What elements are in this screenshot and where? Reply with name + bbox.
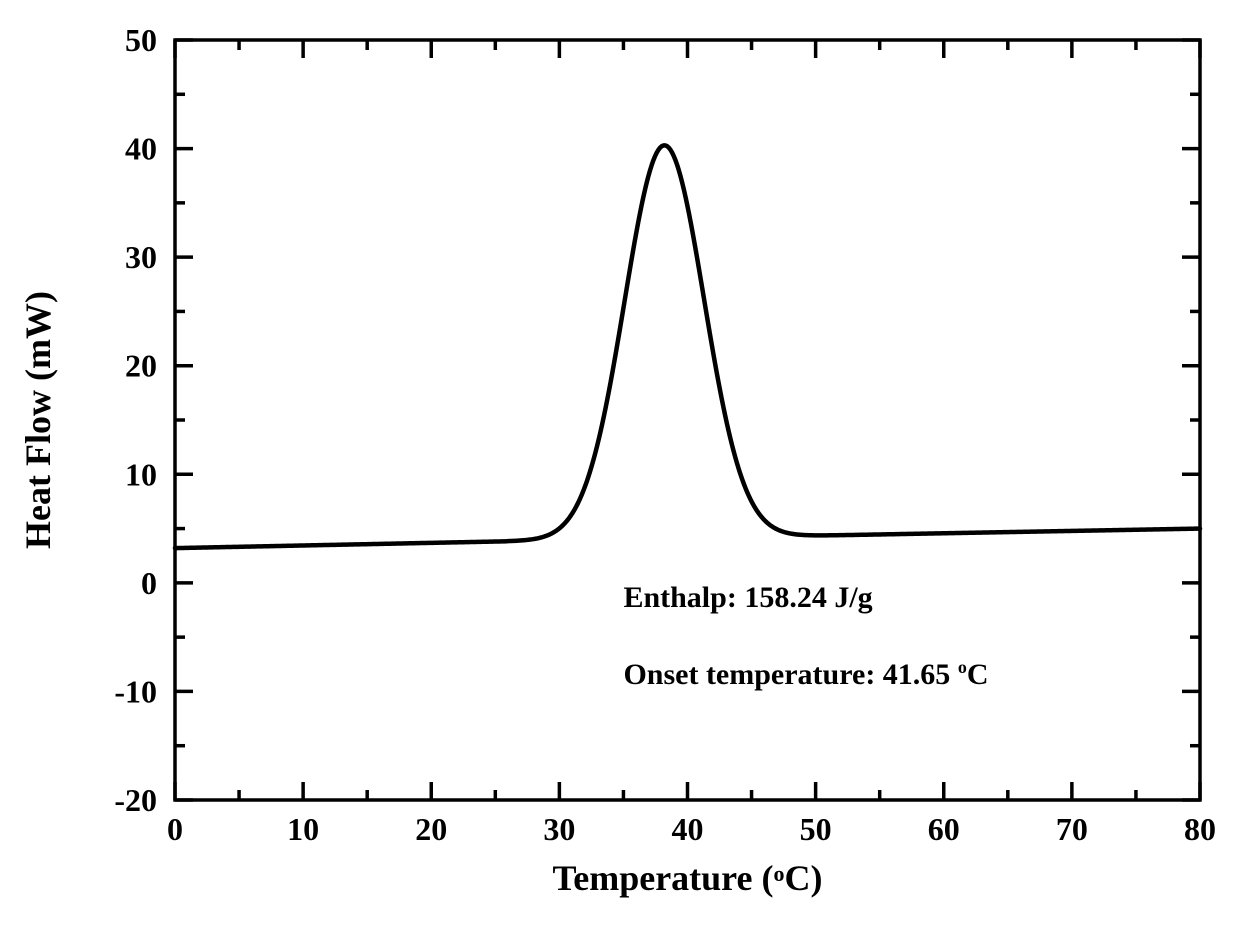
svg-text:10: 10 xyxy=(287,811,319,847)
svg-text:50: 50 xyxy=(125,22,157,58)
svg-text:-10: -10 xyxy=(114,673,157,709)
svg-text:60: 60 xyxy=(928,811,960,847)
dsc-chart: 01020304050607080-20-1001020304050Temper… xyxy=(0,0,1240,934)
svg-text:-20: -20 xyxy=(114,782,157,818)
svg-text:40: 40 xyxy=(125,131,157,167)
enthalpy-annotation: Enthalp: 158.24 J/g xyxy=(623,581,872,615)
svg-text:0: 0 xyxy=(167,811,183,847)
svg-text:0: 0 xyxy=(141,565,157,601)
svg-text:70: 70 xyxy=(1056,811,1088,847)
svg-text:Heat Flow (mW): Heat Flow (mW) xyxy=(18,291,58,549)
svg-text:40: 40 xyxy=(672,811,704,847)
onset-temperature-annotation: Onset temperature: 41.65 oC xyxy=(623,657,988,692)
svg-text:30: 30 xyxy=(543,811,575,847)
svg-text:50: 50 xyxy=(800,811,832,847)
svg-text:20: 20 xyxy=(415,811,447,847)
svg-text:10: 10 xyxy=(125,456,157,492)
svg-text:20: 20 xyxy=(125,348,157,384)
chart-svg: 01020304050607080-20-1001020304050Temper… xyxy=(0,0,1240,934)
svg-text:80: 80 xyxy=(1184,811,1216,847)
svg-text:30: 30 xyxy=(125,239,157,275)
